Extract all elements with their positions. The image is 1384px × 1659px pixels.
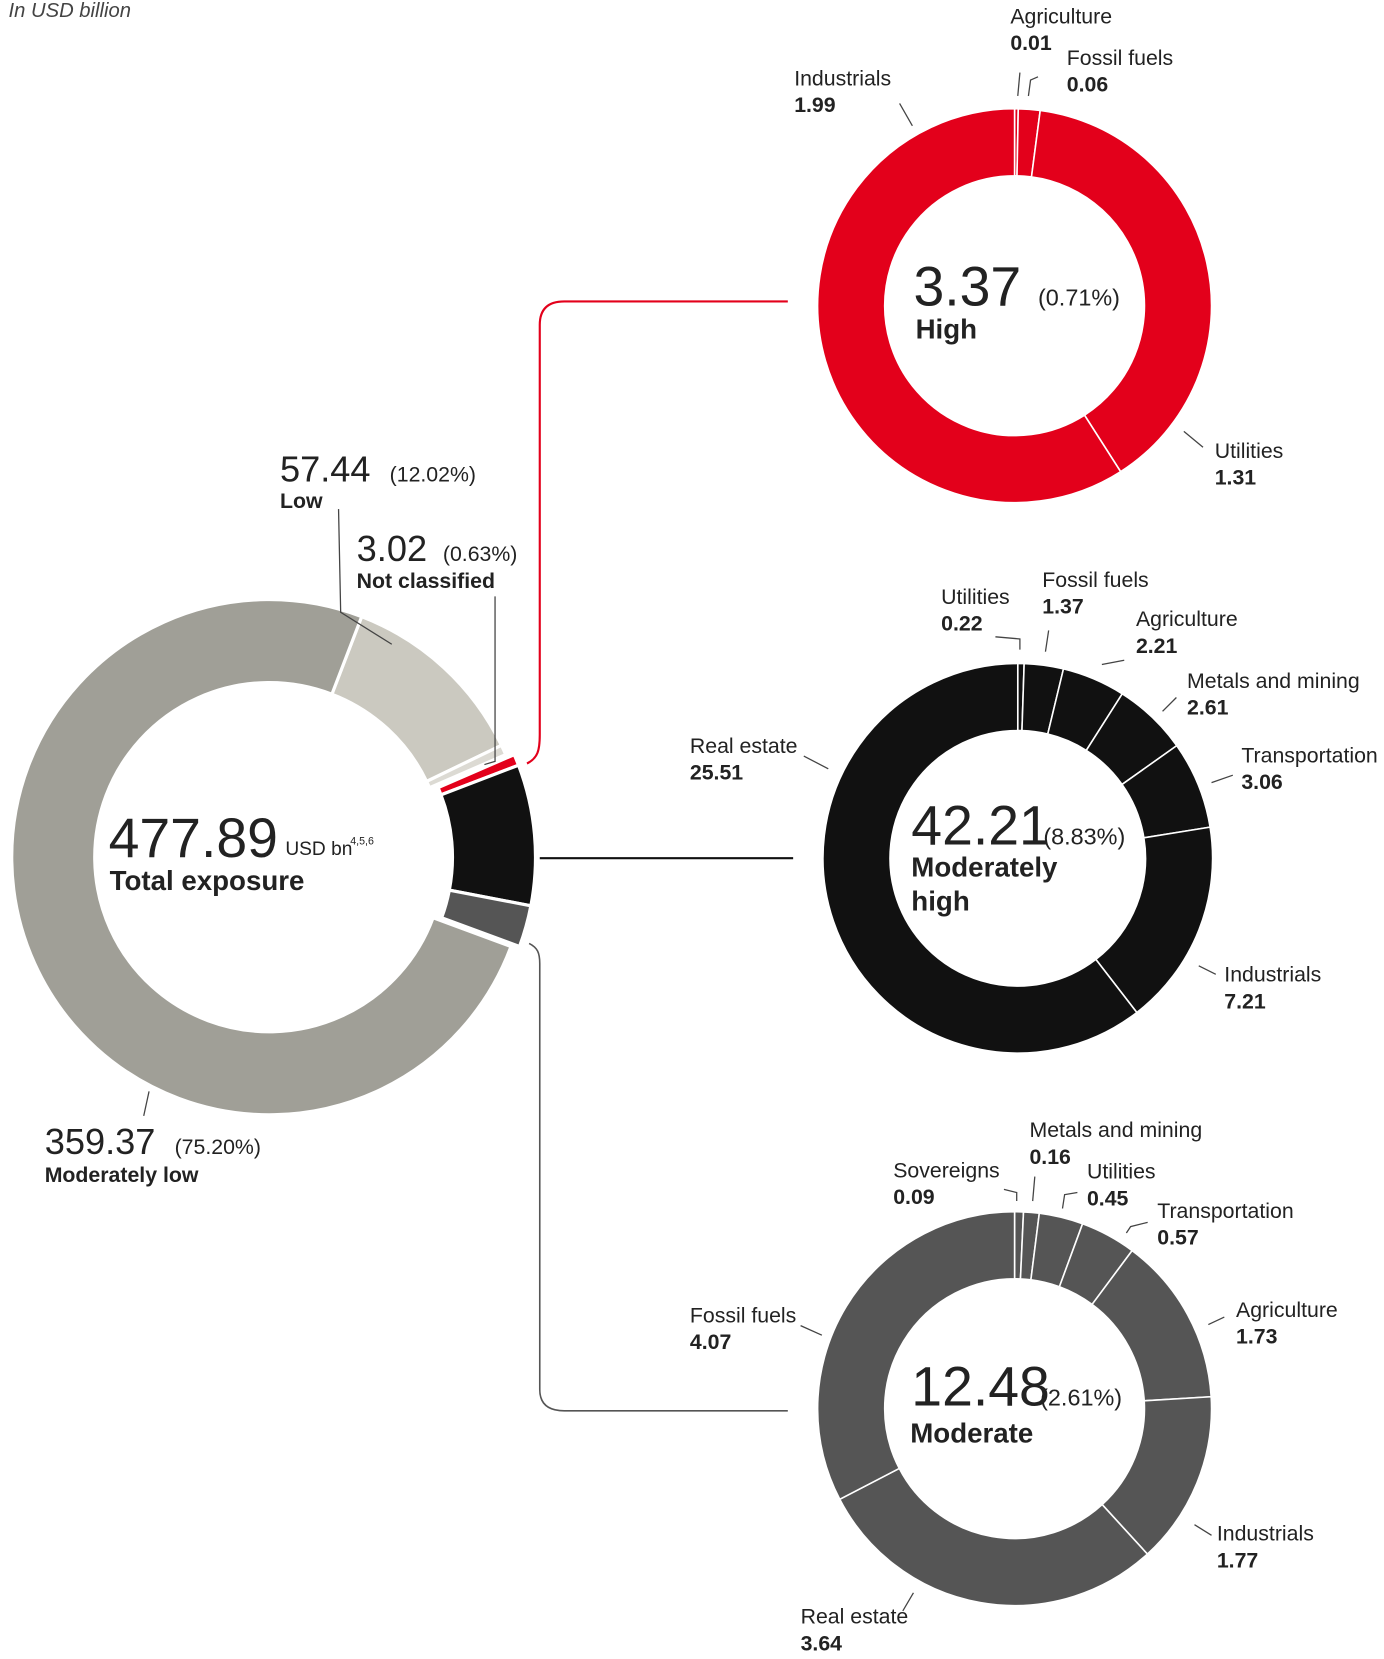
segment-group (10, 597, 514, 1117)
leader-line (1027, 76, 1039, 97)
center-share: (2.61%) (1040, 1384, 1122, 1410)
segment-value: 1.31 (1215, 466, 1257, 490)
segment-name: Moderately low (45, 1163, 199, 1187)
connector (528, 942, 788, 1412)
segment-group (424, 743, 508, 790)
leader-line (1208, 1316, 1225, 1326)
leader-line (1017, 72, 1021, 97)
subtitle: In USD billion (9, 0, 132, 22)
donut-segment (838, 1467, 1149, 1607)
center-label: Total exposure (110, 865, 305, 896)
leader-line (1183, 430, 1204, 448)
center-label: Moderately high (911, 850, 1058, 917)
segment-name: Utilities (941, 585, 1010, 609)
segment-name: Real estate (690, 734, 798, 758)
segment-value: 57.44 (280, 448, 371, 489)
segment-value: 0.16 (1029, 1145, 1071, 1169)
leader-line (995, 636, 1021, 650)
donut-segment (424, 743, 508, 790)
donut-segment (10, 597, 514, 1117)
segment-value: 25.51 (690, 760, 743, 784)
segment-value: 1.77 (1217, 1548, 1258, 1572)
leader-line (800, 1325, 823, 1336)
center-unit: USD bn (285, 839, 352, 860)
center-share: (0.71%) (1038, 285, 1120, 311)
segment-share: (0.63%) (443, 542, 518, 566)
segment-share: (75.20%) (175, 1135, 261, 1159)
segment-name: Agriculture (1136, 607, 1238, 631)
center-label-box: Moderately high (911, 850, 1058, 917)
segment-share: (12.02%) (390, 462, 476, 486)
leader-line (1162, 697, 1177, 712)
segment-value: 0.22 (941, 611, 982, 635)
leader-line (1061, 1191, 1078, 1209)
segment-value: 2.61 (1187, 696, 1229, 720)
segment-name: Fossil fuels (1042, 568, 1148, 592)
segment-name: Utilities (1215, 439, 1284, 463)
donut-segment (439, 888, 533, 949)
segment-name: Industrials (1217, 1522, 1314, 1546)
leader-line (1198, 965, 1217, 975)
center-value: 12.48 (911, 1355, 1050, 1417)
connector (526, 300, 788, 765)
leader-line (803, 755, 829, 770)
segment-name: Fossil fuels (690, 1303, 796, 1327)
segment-value: 7.21 (1224, 989, 1266, 1013)
segment-name: Not classified (357, 569, 495, 593)
donut-segment (816, 107, 1122, 504)
donut-segment (1030, 109, 1213, 473)
leader-line (1101, 659, 1125, 666)
donut-segment (822, 662, 1138, 1054)
leader-line (143, 1091, 150, 1117)
segment-value: 359.37 (45, 1121, 156, 1162)
leader-line (1125, 1221, 1148, 1234)
segment-name: Agriculture (1010, 5, 1112, 29)
donut-segment (816, 1210, 1016, 1501)
segment-name: Industrials (1224, 963, 1321, 987)
leader-line (902, 1592, 914, 1612)
segment-name: Metals and mining (1187, 669, 1360, 693)
segment-name: Sovereigns (893, 1159, 999, 1183)
leader-line (1032, 1176, 1036, 1202)
segment-name: Metals and mining (1029, 1118, 1202, 1142)
segment-value: 1.37 (1042, 594, 1083, 618)
center-value: 477.89 (109, 807, 278, 869)
segment-value: 3.64 (801, 1631, 843, 1655)
center-label: Moderate (910, 1418, 1033, 1449)
leader-line (337, 509, 393, 645)
segment-value: 1.73 (1236, 1325, 1278, 1349)
leader-line (484, 596, 496, 766)
segment-value: 3.02 (357, 528, 427, 569)
leader-line (1044, 630, 1050, 652)
segment-name: Fossil fuels (1067, 46, 1173, 70)
leader-line (1194, 1524, 1212, 1536)
segment-value: 2.21 (1136, 634, 1178, 658)
segment-name: Transportation (1157, 1199, 1293, 1223)
leader-line (1003, 1188, 1018, 1202)
segment-name: Utilities (1087, 1160, 1156, 1184)
center-value: 42.21 (911, 794, 1050, 856)
segment-value: 0.09 (893, 1185, 935, 1209)
segment-value: 1.99 (794, 93, 836, 117)
center-share: (8.83%) (1043, 823, 1125, 849)
segment-value: 4.07 (690, 1330, 731, 1354)
segment-name: Low (280, 489, 323, 513)
segment-name: Transportation (1241, 743, 1377, 767)
segment-group (439, 888, 533, 949)
segment-value: 3.06 (1241, 770, 1283, 794)
leader-line (899, 103, 913, 127)
segment-value: 0.06 (1067, 73, 1109, 97)
segment-value: 0.45 (1087, 1186, 1129, 1210)
center-footnotes: 4,5,6 (350, 835, 374, 847)
segment-name: Agriculture (1236, 1298, 1338, 1322)
leader-line (1211, 774, 1234, 784)
segment-name: Industrials (794, 66, 891, 90)
center-label: High (916, 314, 977, 345)
segment-name: Real estate (801, 1605, 909, 1629)
center-value: 3.37 (913, 256, 1021, 318)
segment-value: 0.57 (1157, 1226, 1198, 1250)
segment-value: 0.01 (1010, 31, 1052, 55)
